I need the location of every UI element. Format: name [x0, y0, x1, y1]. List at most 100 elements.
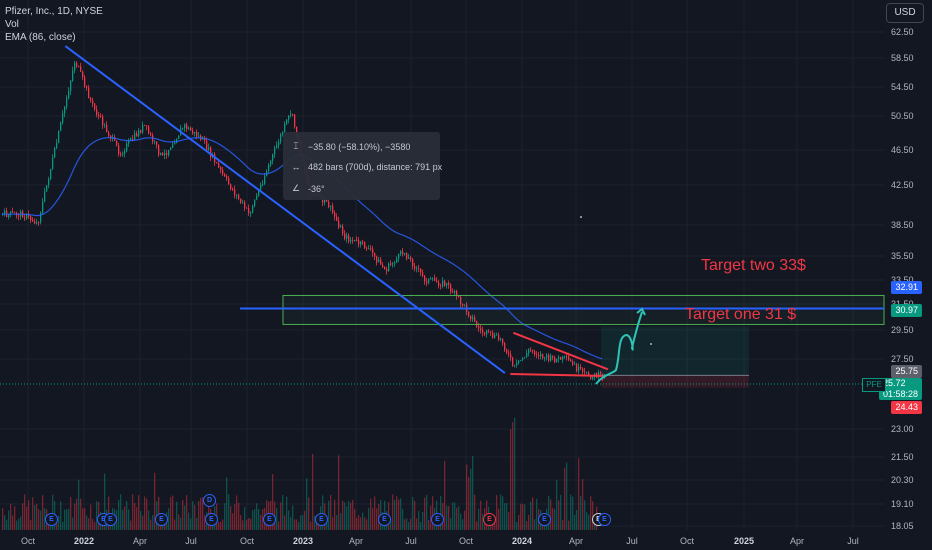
volume-bar [508, 512, 510, 530]
candle-body [416, 268, 418, 270]
volume-bar [356, 517, 358, 530]
volume-bar [516, 521, 518, 530]
volume-bar [408, 521, 410, 530]
candle-body [370, 248, 372, 250]
candle-body [156, 141, 158, 145]
candle-body [558, 356, 560, 359]
target-two-annotation[interactable]: Target two 33$ [701, 257, 806, 274]
candle-body [142, 124, 144, 133]
last-price-badge: 25.72 01:58:28 [878, 378, 922, 400]
candle-body [292, 114, 294, 115]
volume-bar [232, 513, 234, 530]
target-one-annotation[interactable]: Target one 31 $ [685, 306, 797, 323]
ema-indicator-label[interactable]: EMA (86, close) [5, 32, 76, 43]
earnings-marker[interactable]: E [483, 513, 496, 526]
earnings-marker[interactable]: E [315, 513, 328, 526]
candle-body [568, 356, 570, 360]
volume-bar [190, 518, 192, 530]
earnings-marker[interactable]: E [538, 513, 551, 526]
candle-body [476, 321, 478, 327]
candle-body [412, 259, 414, 267]
earnings-marker[interactable]: E [378, 513, 391, 526]
volume-bar [348, 500, 350, 530]
candle-body [418, 268, 420, 270]
candle-body [238, 194, 240, 199]
candle-body [326, 198, 328, 202]
volume-bar [358, 515, 360, 530]
candle-body [166, 153, 168, 156]
candle-body [334, 212, 336, 217]
volume-bar [52, 494, 54, 530]
earnings-marker[interactable]: E [598, 513, 611, 526]
dividend-marker[interactable]: D [203, 494, 216, 507]
tooltip-price-change: −35.80 (−58.10%), −3580 [308, 141, 411, 152]
candle-body [54, 147, 56, 158]
candle-body [388, 263, 390, 272]
volume-bar [574, 514, 576, 530]
volume-bar [560, 495, 562, 530]
candle-body [198, 135, 200, 137]
earnings-marker[interactable]: E [263, 513, 276, 526]
volume-bar [36, 503, 38, 530]
candle-body [378, 259, 380, 263]
earnings-marker[interactable]: E [155, 513, 168, 526]
candle-body [330, 205, 332, 207]
volume-bar [500, 494, 502, 530]
candle-body [10, 211, 12, 214]
bar-countdown: 01:58:28 [882, 389, 918, 399]
candle-body [24, 217, 26, 219]
candle-body [194, 132, 196, 134]
candle-body [512, 357, 514, 366]
candle-body [106, 124, 108, 133]
price-range-icon: ⌶ [293, 141, 299, 151]
volume-bar [42, 495, 44, 530]
volume-bar [528, 514, 530, 530]
candle-body [436, 280, 438, 283]
candle-body [226, 176, 228, 179]
volume-bar [76, 498, 78, 530]
volume-bar [154, 472, 156, 530]
candle-body [116, 140, 118, 146]
volume-bar [504, 503, 506, 530]
position-profit-zone [601, 326, 749, 376]
volume-bar [124, 506, 126, 530]
drawing-anchor-dot [580, 216, 582, 218]
downtrend-line [64, 45, 506, 374]
volume-bar [584, 500, 586, 530]
earnings-marker[interactable]: E [205, 513, 218, 526]
price-axis-label: 54.50 [891, 82, 914, 92]
volume-bar [354, 508, 356, 530]
earnings-marker[interactable]: E [45, 513, 58, 526]
volume-bar [126, 500, 128, 530]
candle-body [76, 63, 78, 67]
volume-indicator-label[interactable]: Vol [5, 19, 19, 30]
earnings-marker[interactable]: E [104, 513, 117, 526]
volume-bar [66, 509, 68, 530]
volume-bar [40, 510, 42, 530]
time-axis-label: Oct [458, 536, 474, 546]
candle-body [250, 212, 252, 214]
candle-body [26, 214, 28, 218]
volume-bar [244, 507, 246, 530]
volume-bar [582, 479, 584, 530]
volume-bar [338, 455, 340, 530]
volume-bar [84, 508, 86, 530]
candle-body [14, 212, 16, 214]
candle-body [486, 330, 488, 335]
volume-bar [340, 513, 342, 530]
candle-body [584, 371, 586, 373]
symbol-title[interactable]: Pfizer, Inc., 1D, NYSE [5, 6, 103, 17]
last-price-value: 25.72 [882, 378, 906, 388]
time-axis-label: Apr [348, 536, 364, 546]
candle-body [358, 240, 360, 245]
volume-bar [90, 504, 92, 530]
currency-button[interactable]: USD [886, 3, 924, 23]
earnings-marker[interactable]: E [431, 513, 444, 526]
volume-bar [10, 503, 12, 530]
volume-bar [276, 508, 278, 530]
candle-body [222, 169, 224, 175]
volume-bar [352, 499, 354, 530]
candle-body [398, 253, 400, 259]
time-axis-label: 2024 [511, 536, 533, 546]
